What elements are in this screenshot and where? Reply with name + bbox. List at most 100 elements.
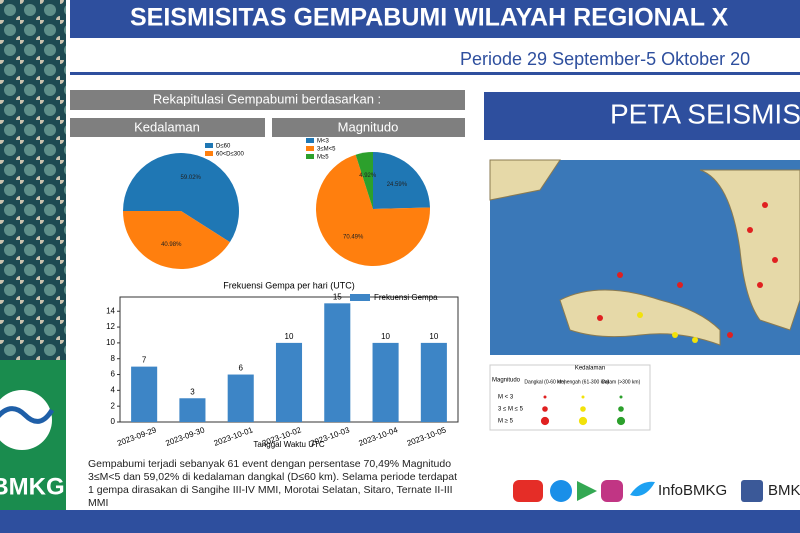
bar	[131, 366, 158, 422]
pie-title: Magnitudo	[338, 119, 399, 134]
bar-label: 3	[190, 387, 195, 396]
map-legend	[489, 364, 651, 431]
legend-dot	[619, 395, 623, 399]
header-band	[70, 0, 800, 38]
y-tick-label: 10	[106, 338, 115, 347]
batik-strip	[0, 0, 66, 360]
legend-dot	[542, 406, 548, 412]
legend-row: 3 ≤ M ≤ 5	[498, 407, 524, 413]
legend-dot	[543, 395, 547, 399]
legend-label: 60<D≤300	[216, 152, 244, 158]
pie-slice	[315, 154, 430, 267]
y-tick-label: 0	[111, 417, 116, 426]
x-tick-label: 2023-10-04	[357, 425, 399, 448]
instagram-icon[interactable]	[601, 480, 623, 502]
legend-head: Magnitudo	[492, 378, 521, 384]
legend-dot	[618, 406, 624, 412]
legend-row: M < 3	[498, 395, 514, 401]
bar	[324, 303, 351, 422]
footer-band	[0, 510, 800, 533]
y-tick-label: 6	[111, 370, 116, 379]
y-tick-label: 14	[106, 306, 115, 315]
header-title: SEISMISITAS GEMPABUMI WILAYAH REGIONAL X	[130, 4, 729, 32]
x-tick-label: 2023-10-05	[406, 425, 448, 448]
legend-col: Dalam (>300 km)	[602, 379, 641, 385]
map-banner	[484, 92, 800, 140]
bar-label: 7	[142, 356, 147, 365]
legend-col: Dangkal (0-60 km)	[524, 379, 565, 385]
bar-label: 10	[429, 332, 438, 341]
legend-head: Kedalaman	[575, 366, 605, 372]
bar	[420, 342, 447, 422]
facebook-icon[interactable]	[741, 480, 763, 502]
slice-label: 4.92%	[359, 173, 377, 179]
legend-col: Menengah (61-300 km)	[557, 379, 609, 385]
handle[interactable]: BMK	[768, 482, 800, 499]
pie-header	[70, 118, 265, 137]
pie-header	[272, 118, 465, 137]
legend-dot	[581, 395, 585, 399]
slice-label: 70.49%	[343, 234, 364, 240]
x-axis-label: Tanggal Waktu UTC	[253, 440, 325, 449]
legend-dot	[580, 406, 586, 412]
youtube-icon[interactable]	[513, 480, 543, 502]
slice-label: 59.02%	[181, 175, 202, 181]
bar	[227, 374, 254, 422]
appstore-icon[interactable]	[550, 480, 572, 502]
bar-label: 10	[381, 332, 390, 341]
y-tick-label: 8	[111, 354, 116, 363]
pie-slice	[373, 152, 430, 209]
pie-slice	[123, 211, 230, 270]
recap-title: Rekapitulasi Gempabumi berdasarkan :	[153, 91, 381, 106]
y-tick-label: 4	[111, 385, 116, 394]
bar	[275, 342, 303, 422]
legend-label: D≤60	[216, 144, 231, 150]
legend-label: M<3	[317, 139, 330, 145]
legend-swatch	[306, 138, 314, 143]
chart-title: Frekuensi Gempa per hari (UTC)	[223, 280, 355, 290]
pie-slice	[355, 152, 373, 209]
recap-bar	[70, 90, 465, 110]
epicenters-mid	[637, 312, 698, 343]
legend-swatch	[205, 143, 213, 148]
x-tick-label: 2023-09-30	[164, 425, 206, 448]
legend-label: M≥5	[317, 155, 329, 161]
twitter-icon[interactable]	[630, 481, 655, 497]
bar	[372, 342, 399, 422]
bar-label: 6	[238, 364, 243, 373]
legend-label: Frekuensi Gempa	[374, 293, 438, 302]
map-title: PETA SEISMISI	[610, 98, 800, 129]
map-land	[489, 159, 800, 346]
pie-slice	[123, 153, 239, 243]
logo-circle	[0, 390, 52, 450]
playstore-icon[interactable]	[577, 481, 597, 501]
legend-swatch	[306, 154, 314, 159]
legend-label: 3≤M<5	[317, 147, 336, 153]
summary: Gempabumi terjadi sebanyak 61 event deng…	[88, 458, 458, 509]
y-tick-label: 2	[111, 401, 116, 410]
x-tick-label: 2023-09-29	[116, 425, 158, 448]
logo-text: BMKG	[0, 473, 65, 500]
legend-dot	[616, 416, 626, 426]
x-tick-label: 2023-10-01	[213, 425, 255, 448]
legend-dot	[540, 416, 550, 426]
handle[interactable]: InfoBMKG	[658, 482, 727, 499]
y-tick-label: 12	[106, 322, 115, 331]
social-icons	[513, 480, 763, 502]
legend-swatch	[205, 151, 213, 156]
pie-title: Kedalaman	[134, 119, 200, 134]
logo-wave	[0, 406, 55, 424]
legend-row: M ≥ 5	[498, 419, 514, 425]
epicenters	[597, 202, 778, 338]
legend-swatch	[306, 146, 314, 151]
header-subtitle: Periode 29 September-5 Oktober 20	[460, 49, 750, 69]
slice-label: 40.98%	[161, 242, 182, 248]
bar-label: 15	[333, 292, 342, 301]
header-rule	[70, 72, 800, 75]
legend-swatch	[350, 294, 370, 301]
bar	[179, 398, 206, 422]
bar-label: 10	[285, 332, 294, 341]
slice-label: 24.59%	[387, 182, 408, 188]
